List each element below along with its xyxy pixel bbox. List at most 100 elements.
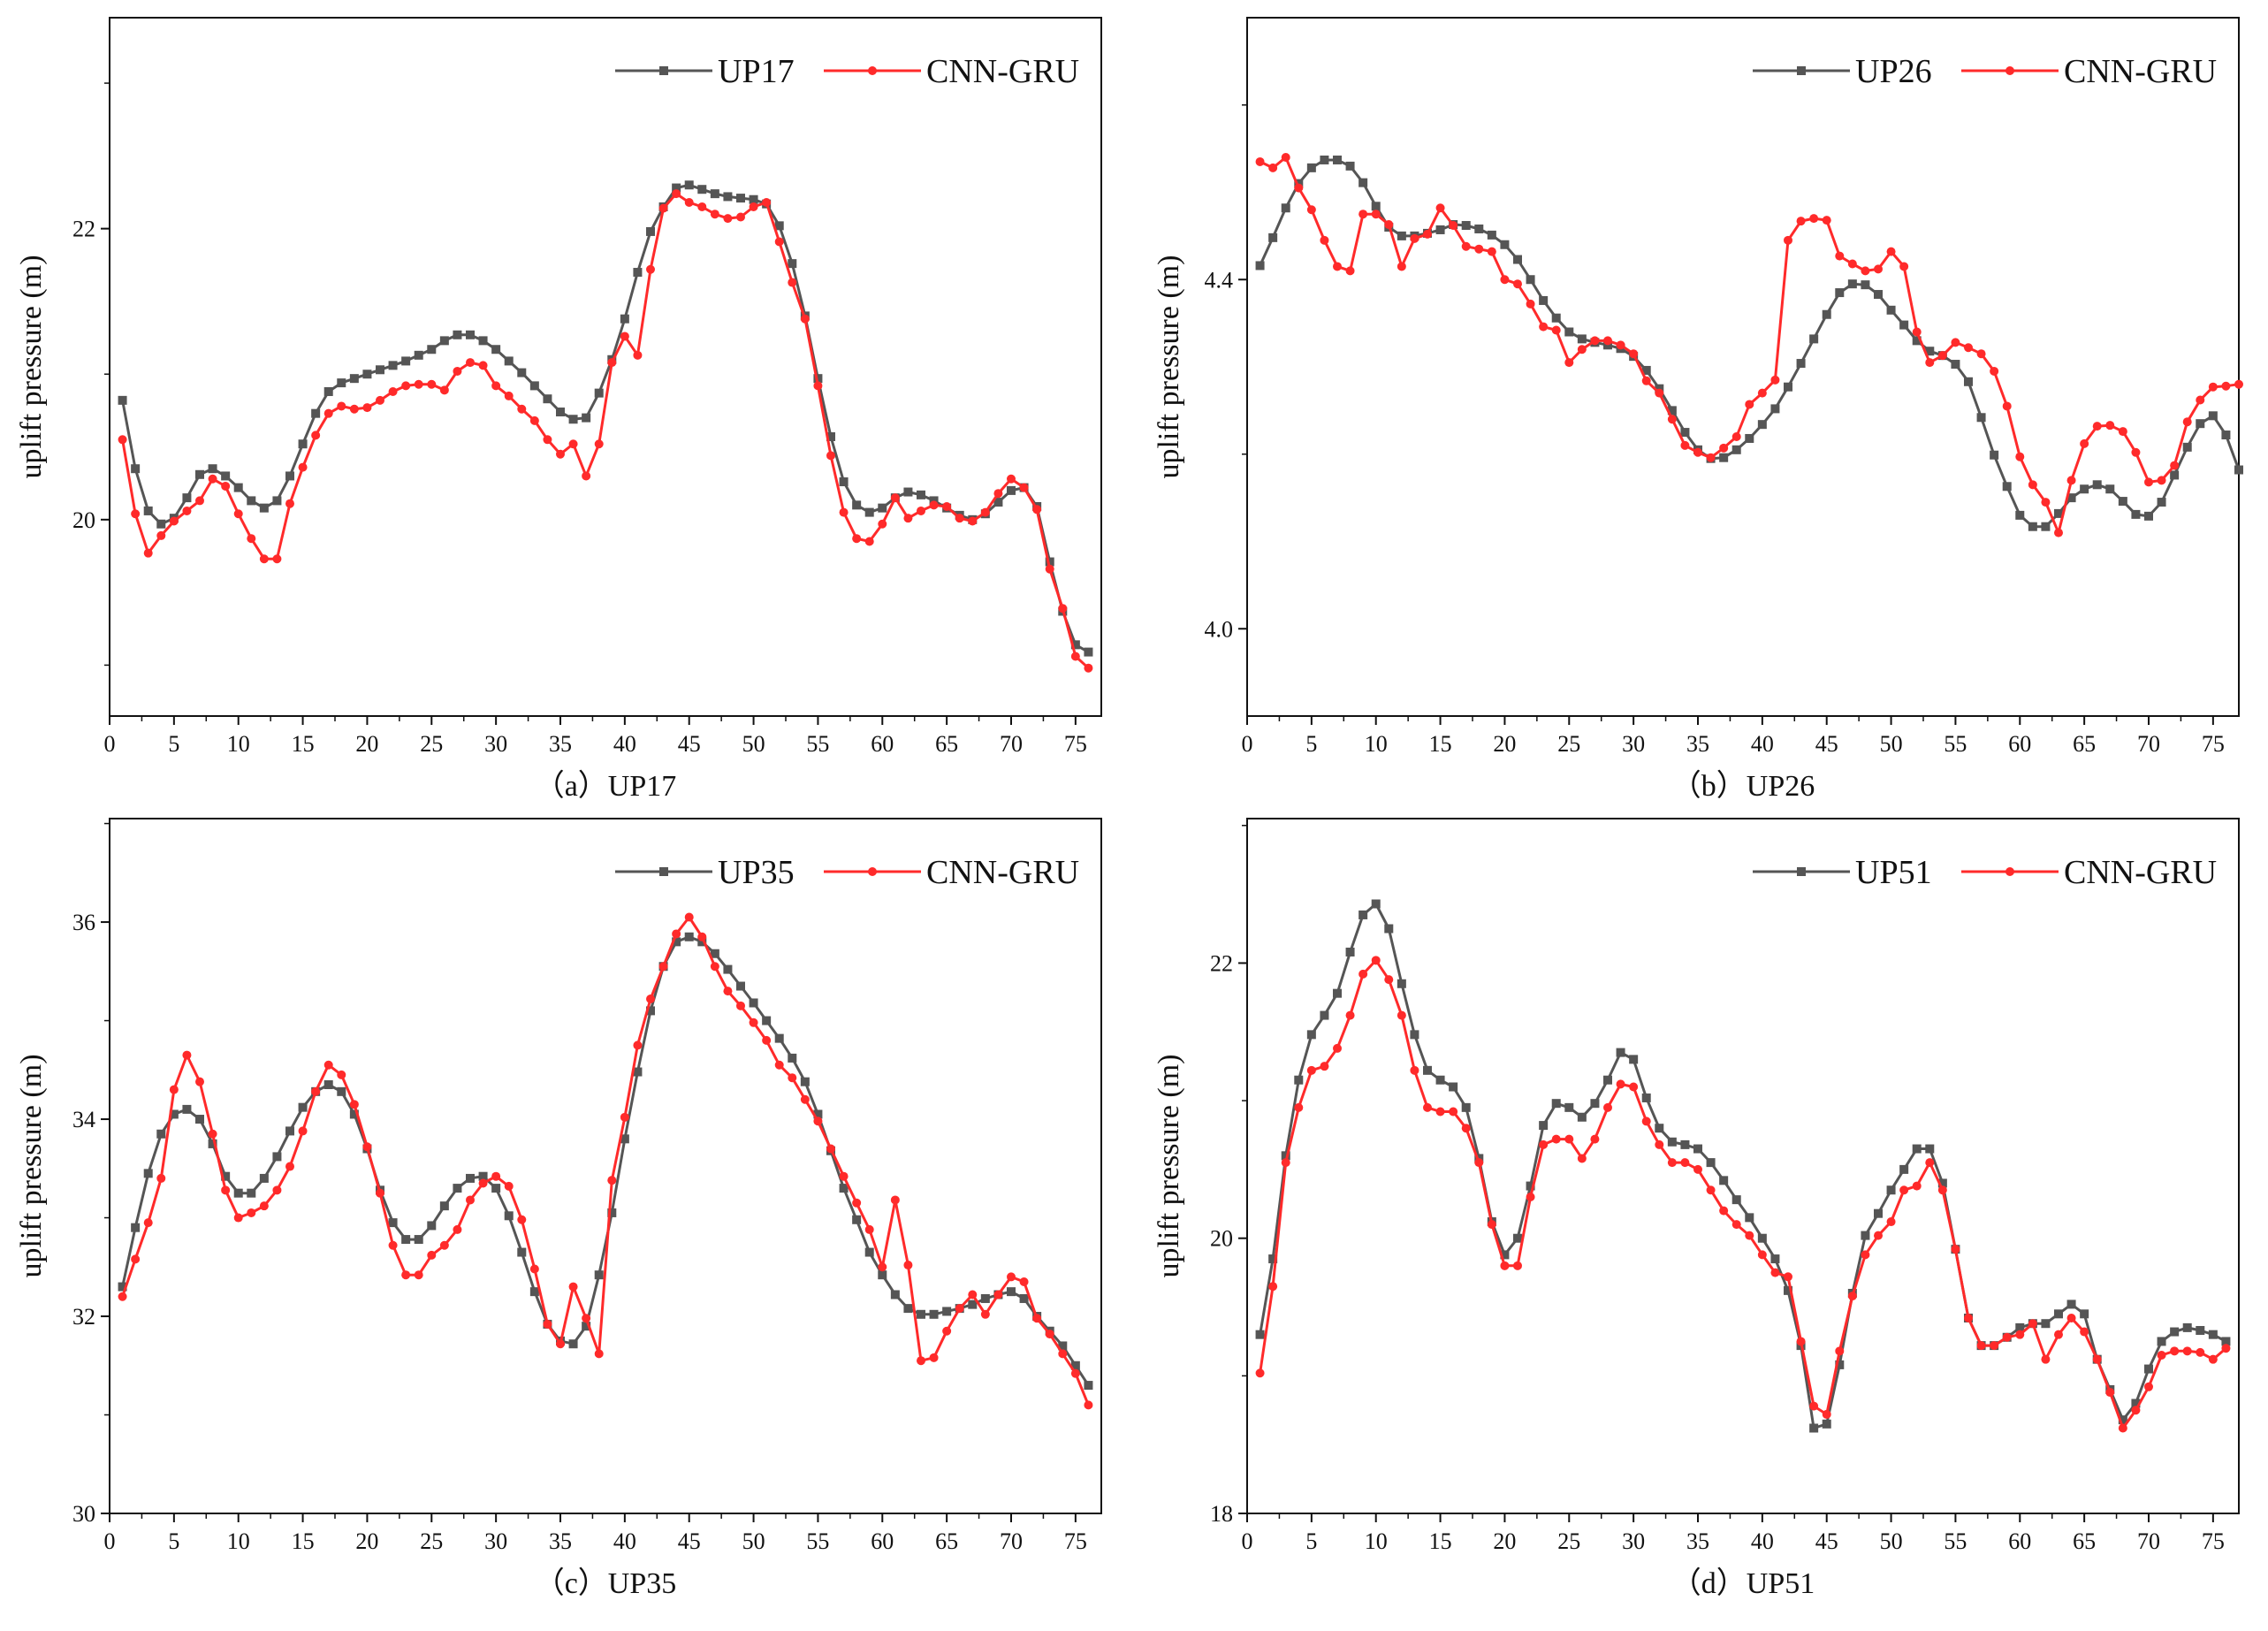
data-point-predicted	[556, 1339, 565, 1349]
data-point-predicted	[182, 506, 192, 515]
legend: UP35 CNN-GRU	[615, 854, 1079, 891]
x-tick-label: 20	[1493, 731, 1516, 757]
data-point-observed	[1937, 1178, 1947, 1188]
data-point-observed	[1500, 1250, 1510, 1260]
data-point-predicted	[1513, 279, 1522, 289]
x-tick-label: 40	[1751, 1528, 1774, 1554]
x-tick-label: 25	[420, 731, 443, 757]
data-point-observed	[1925, 347, 1935, 356]
data-point-observed	[2105, 484, 2115, 494]
x-tick-label: 55	[806, 1528, 829, 1554]
legend: UP51 CNN-GRU	[1753, 854, 2217, 891]
data-point-predicted	[710, 962, 719, 972]
data-point-predicted	[1861, 266, 1870, 276]
data-point-observed	[349, 374, 359, 384]
y-axis-label: uplift pressure (m)	[1153, 255, 1185, 478]
x-tick-label: 10	[1365, 1528, 1388, 1554]
data-point-observed	[1070, 640, 1080, 650]
data-point-observed	[1641, 1093, 1651, 1102]
data-point-observed	[1333, 155, 1342, 164]
data-point-observed	[1757, 420, 1767, 430]
data-point-predicted	[774, 1060, 784, 1070]
data-point-predicted	[1784, 1272, 1792, 1282]
data-point-observed	[1912, 1144, 1922, 1154]
data-point-observed	[1835, 288, 1845, 298]
x-tick-label: 70	[2137, 1528, 2160, 1554]
x-tick-label: 0	[104, 1528, 116, 1554]
legend-marker-predicted	[868, 867, 877, 876]
data-point-predicted	[980, 507, 990, 517]
data-point-predicted	[929, 500, 939, 510]
data-point-observed	[890, 1290, 900, 1299]
data-point-predicted	[1359, 210, 1368, 219]
data-point-predicted	[2234, 379, 2243, 389]
data-point-predicted	[349, 1100, 359, 1109]
data-point-predicted	[1423, 1102, 1432, 1112]
data-point-predicted	[1577, 345, 1587, 354]
data-point-observed	[684, 932, 694, 941]
data-point-predicted	[2015, 452, 2025, 461]
data-point-predicted	[208, 1129, 217, 1139]
data-point-predicted	[1306, 205, 1316, 215]
plot-frame	[109, 818, 1102, 1514]
data-point-predicted	[2066, 476, 2076, 485]
data-point-predicted	[864, 537, 874, 546]
data-point-predicted	[349, 404, 359, 414]
data-point-observed	[169, 1109, 179, 1119]
data-point-observed	[1577, 334, 1587, 344]
data-point-predicted	[1333, 262, 1342, 271]
data-point-observed	[1487, 230, 1496, 240]
data-point-predicted	[1641, 1117, 1651, 1126]
data-point-predicted	[2170, 1346, 2180, 1356]
data-point-observed	[427, 345, 437, 354]
data-point-observed	[182, 493, 192, 503]
data-point-predicted	[1629, 1082, 1639, 1092]
legend-label-predicted: CNN-GRU	[926, 854, 1079, 891]
x-tick-label: 55	[1944, 1528, 1967, 1554]
data-point-predicted	[1757, 388, 1767, 398]
data-point-observed	[529, 381, 539, 391]
legend-label-predicted: CNN-GRU	[926, 53, 1079, 90]
data-point-observed	[723, 964, 733, 974]
data-point-predicted	[2182, 1346, 2192, 1356]
data-point-predicted	[1990, 1341, 1999, 1351]
data-point-observed	[529, 1287, 539, 1297]
data-point-observed	[323, 1080, 333, 1090]
data-point-observed	[1822, 1419, 1831, 1429]
legend-label-predicted: CNN-GRU	[2064, 53, 2217, 90]
data-point-observed	[221, 1171, 231, 1181]
data-point-predicted	[208, 474, 217, 484]
data-point-observed	[1616, 1048, 1625, 1057]
data-point-observed	[1886, 305, 1896, 315]
data-point-predicted	[582, 471, 591, 481]
data-point-predicted	[839, 1171, 849, 1181]
data-point-observed	[1564, 327, 1574, 337]
data-point-predicted	[1680, 440, 1690, 450]
data-point-predicted	[2105, 1388, 2115, 1398]
data-point-predicted	[478, 1178, 488, 1188]
x-tick-label: 55	[1944, 731, 1967, 757]
data-point-observed	[466, 330, 475, 339]
data-point-predicted	[1641, 376, 1651, 385]
data-point-predicted	[388, 386, 398, 396]
x-tick-label: 0	[1242, 731, 1253, 757]
data-point-predicted	[1976, 1341, 1986, 1351]
data-point-predicted	[1371, 956, 1381, 965]
data-point-predicted	[826, 1144, 835, 1154]
data-point-predicted	[1667, 1158, 1677, 1168]
data-point-observed	[749, 194, 758, 204]
y-tick-label: 36	[72, 910, 95, 935]
data-point-observed	[646, 1006, 655, 1016]
data-point-observed	[337, 378, 346, 388]
x-tick-label: 5	[1305, 1528, 1317, 1554]
data-point-observed	[1019, 1293, 1029, 1303]
data-point-predicted	[1616, 340, 1625, 350]
data-point-predicted	[1294, 183, 1304, 193]
data-point-predicted	[749, 1017, 758, 1027]
data-point-observed	[466, 1173, 475, 1183]
data-point-observed	[2144, 511, 2153, 521]
data-point-predicted	[878, 1262, 887, 1272]
data-point-observed	[1007, 485, 1016, 495]
x-tick-label: 60	[871, 731, 894, 757]
x-tick-label: 60	[2008, 1528, 2031, 1554]
